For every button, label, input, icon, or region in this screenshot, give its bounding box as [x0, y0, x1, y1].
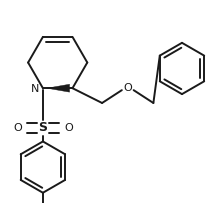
Text: S: S — [38, 121, 47, 134]
Polygon shape — [47, 84, 69, 92]
Text: O: O — [123, 83, 132, 93]
Text: N: N — [31, 84, 39, 94]
Text: O: O — [13, 123, 22, 133]
Text: O: O — [64, 123, 73, 133]
